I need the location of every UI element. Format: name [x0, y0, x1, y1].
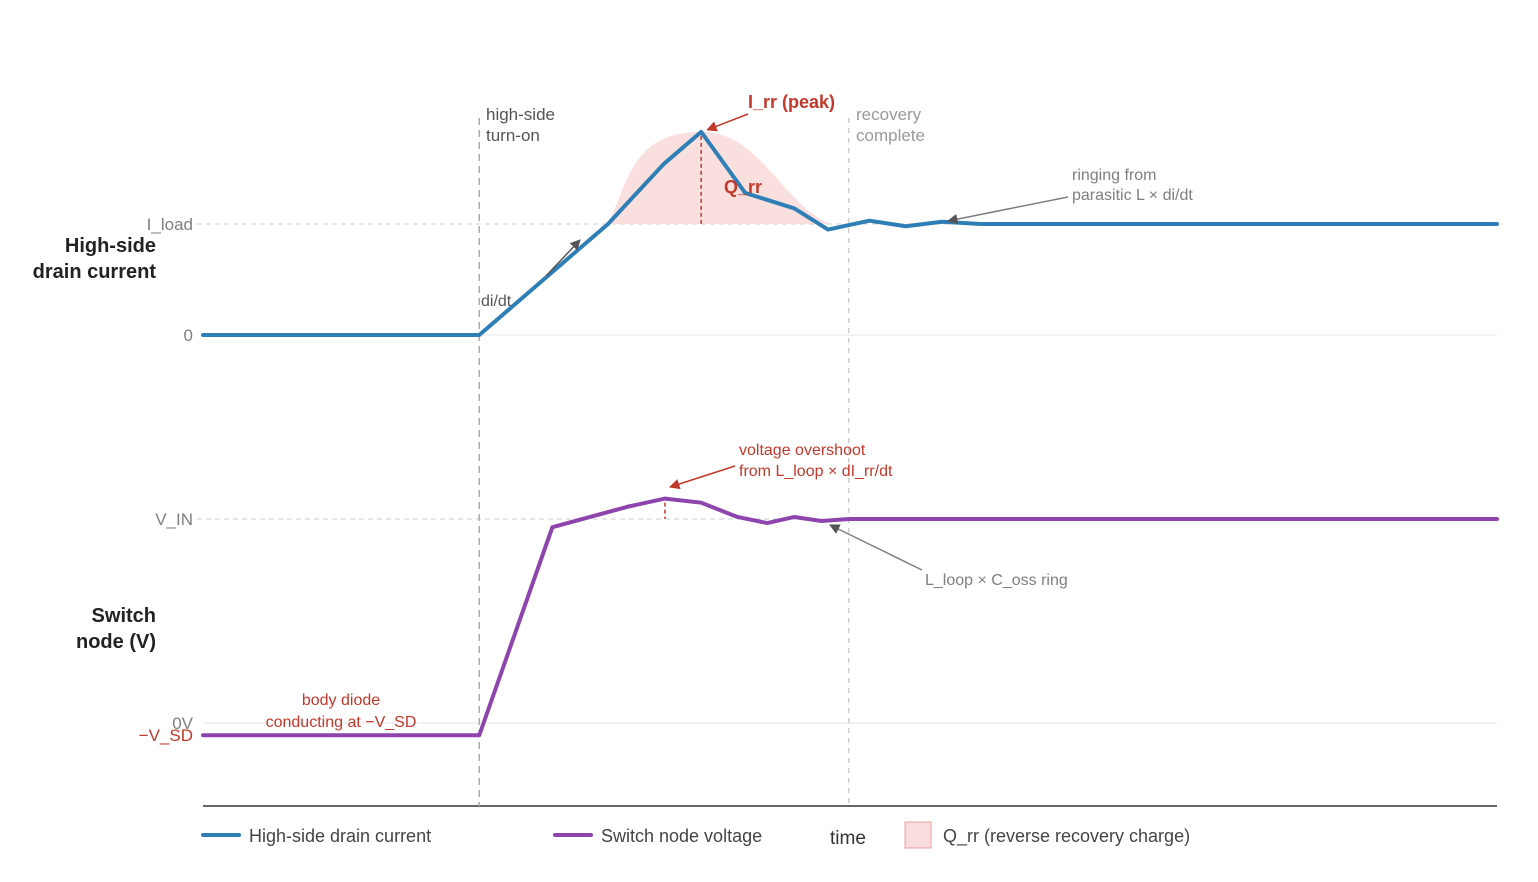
series-line-voltage: [201, 496, 1499, 738]
ringing-label-line1: ringing from: [1072, 167, 1156, 184]
peak-current-arrow: [706, 113, 749, 132]
legend-qrr-label: Q_rr (reverse recovery charge): [943, 826, 1190, 847]
loop-ring-label: L_loop × C_oss ring: [925, 572, 1068, 589]
ylabel-current-line1: High-side: [65, 235, 156, 257]
overshoot-arrow: [669, 465, 736, 490]
annotation-layer: [545, 113, 1069, 571]
body-diode-label-line1: body diode: [302, 692, 380, 709]
overshoot-label-line1: voltage overshoot: [739, 442, 866, 459]
marker-turn-on-label-line1: high-side: [486, 105, 555, 124]
didt-label: di/dt: [481, 293, 512, 310]
guide-lines: [478, 118, 850, 806]
ylabel-voltage-line2: node (V): [76, 631, 156, 653]
ytick-current-0: 0: [184, 326, 193, 345]
legend: High-side drain current Switch node volt…: [201, 821, 1190, 849]
ylabel-voltage-line1: Switch: [92, 605, 156, 627]
loop-ring-arrow: [829, 524, 923, 571]
peak-current-label: I_rr (peak): [748, 92, 835, 112]
marker-recovery-label-line2: complete: [856, 126, 925, 145]
ytick-current-1: I_load: [147, 215, 193, 234]
body-diode-label-line2: conducting at −V_SD: [266, 714, 417, 731]
x-axis-title: time: [830, 828, 866, 849]
series-line-current: [201, 129, 1499, 337]
ytick-voltage-2: V_IN: [155, 510, 193, 529]
series-layer: [201, 129, 1499, 738]
marker-turn-on-label-line2: turn-on: [486, 126, 540, 145]
didt-arrow: [545, 239, 581, 277]
ytick-voltage-0: 0V: [172, 714, 193, 733]
marker-recovery-label-line1: recovery: [856, 105, 922, 124]
qrr-label: Q_rr: [724, 177, 762, 197]
legend-qrr-swatch: [904, 821, 932, 849]
y-tick-labels: 0 I_load 0V−V_SD V_IN: [139, 215, 194, 745]
ringing-label-line2: parasitic L × di/dt: [1072, 187, 1193, 204]
ytick-voltage-1: −V_SD: [139, 726, 193, 745]
ylabel-current-line2: drain current: [33, 261, 157, 283]
overshoot-label-line2: from L_loop × dI_rr/dt: [739, 463, 893, 480]
ringing-arrow: [946, 196, 1069, 225]
legend-voltage-label: Switch node voltage: [601, 826, 762, 846]
legend-current-label: High-side drain current: [249, 826, 431, 846]
